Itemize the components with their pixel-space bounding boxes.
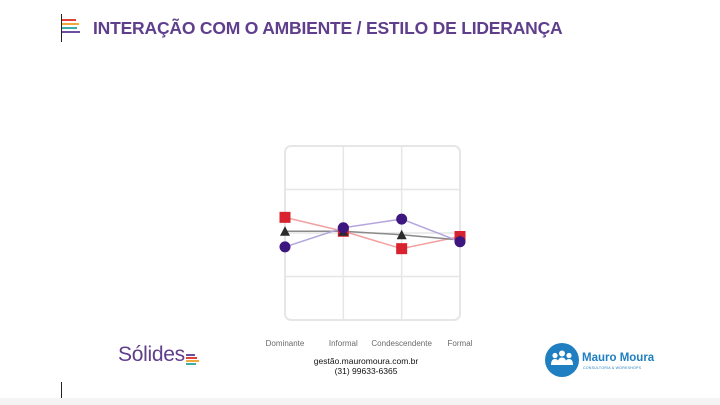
series-line-triangle xyxy=(285,230,461,241)
brand-name: Mauro Moura xyxy=(582,352,655,364)
solides-bar-3 xyxy=(186,360,199,362)
data-point-circle xyxy=(454,236,466,248)
divider-line-bottom xyxy=(61,382,62,405)
title-bar-3 xyxy=(62,27,77,29)
title-bar-4 xyxy=(62,31,80,33)
data-point-circle xyxy=(337,222,349,234)
contact-email: gestão.mauromoura.com.br xyxy=(313,356,419,366)
contact-phone: (31) 99633-6365 xyxy=(334,366,398,376)
data-point-triangle xyxy=(396,229,407,240)
series-line-square xyxy=(284,216,461,250)
data-point-circle xyxy=(279,241,291,253)
brand-tagline: CONSULTORIA & WORKSHOPS xyxy=(583,366,642,370)
data-point-square xyxy=(396,243,408,255)
title-bar-1 xyxy=(62,19,76,21)
slide-title: INTERAÇÃO COM O AMBIENTE / ESTILO DE LID… xyxy=(93,18,563,38)
x-tick-label-condescendente: Condescendente xyxy=(371,339,432,348)
solides-logo-text: Sólides xyxy=(118,343,185,366)
solides-bar-4 xyxy=(186,363,196,365)
data-point-square xyxy=(279,211,291,223)
data-point-circle xyxy=(396,213,408,225)
solides-bars-icon xyxy=(186,354,200,366)
x-tick-label-dominante: Dominante xyxy=(266,339,305,348)
people-group-icon xyxy=(545,343,579,377)
title-bars-icon xyxy=(62,19,82,35)
solides-bar-1 xyxy=(186,354,195,356)
solides-bar-2 xyxy=(186,357,197,359)
contact-info: gestão.mauromoura.com.br (31) 99633-6365 xyxy=(290,356,442,376)
bottom-strip xyxy=(0,398,720,405)
series-line-circle xyxy=(284,218,461,248)
data-point-triangle xyxy=(280,226,290,236)
divider-line-top xyxy=(61,14,62,42)
title-bar-2 xyxy=(62,23,79,25)
x-tick-label-informal: Informal xyxy=(329,339,358,348)
x-tick-label-formal: Formal xyxy=(448,339,473,348)
